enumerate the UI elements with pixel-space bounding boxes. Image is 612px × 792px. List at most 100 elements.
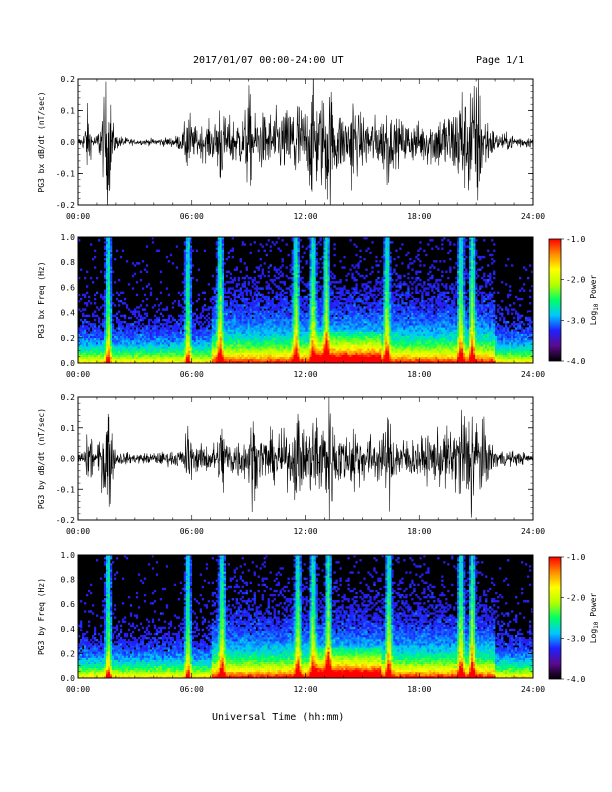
spectrogram-cell: [267, 318, 270, 322]
spectrogram-cell: [309, 258, 312, 261]
spectrogram-cell: [131, 331, 135, 334]
spectrogram-cell: [117, 346, 121, 349]
spectrogram-cell: [311, 354, 314, 357]
spectrogram-cell: [315, 354, 318, 357]
spectrogram-cell: [297, 337, 300, 341]
spectrogram-cell: [231, 318, 234, 322]
spectrogram-cell: [207, 312, 211, 315]
spectrogram-cell: [321, 310, 324, 313]
spectrogram-cell: [235, 327, 238, 330]
spectrogram-cell: [271, 346, 274, 349]
spectrogram-cell: [231, 308, 234, 311]
spectrogram-cell: [327, 310, 330, 313]
spectrogram-cell: [191, 276, 195, 280]
spectrogram-cell: [231, 342, 234, 345]
spectrogram-cell: [221, 272, 224, 276]
spectrogram-cell: [255, 342, 258, 345]
spectrogram-cell: [203, 308, 207, 311]
spectrogram-cell: [245, 350, 248, 353]
spectrogram-cell: [119, 354, 123, 357]
spectrogram-cell: [171, 339, 175, 343]
spectrogram-cell: [277, 306, 280, 309]
spectrogram-cell: [235, 356, 238, 360]
spectrogram-cell: [161, 350, 165, 353]
spectrogram-cell: [347, 297, 350, 301]
spectrogram-cell: [315, 335, 318, 339]
spectrogram-cell: [141, 337, 145, 341]
spectrogram-cell: [323, 281, 326, 284]
spectrogram-cell: [273, 312, 276, 315]
spectrogram-cell: [261, 314, 264, 318]
spectrogram-cell: [127, 316, 131, 320]
spectrogram-cell: [191, 337, 195, 341]
spectrogram-cell: [195, 333, 199, 336]
spectrogram-cell: [313, 279, 316, 282]
spectrogram-cell: [259, 358, 262, 362]
spectrogram-cell: [351, 327, 354, 330]
spectrogram-cell: [187, 297, 191, 301]
spectrogram-cell: [309, 297, 312, 301]
spectrogram-cell: [291, 287, 294, 290]
spectrogram-cell: [305, 354, 308, 357]
spectrogram-cell: [243, 329, 246, 332]
spectrogram-cell: [351, 331, 354, 334]
spectrogram-cell: [207, 348, 211, 351]
spectrogram-cell: [121, 346, 125, 349]
spectrogram-cell: [247, 331, 250, 334]
spectrogram-cell: [145, 331, 149, 334]
spectrogram-cell: [155, 297, 159, 301]
spectrogram-cell: [109, 249, 113, 252]
spectrogram-cell: [101, 354, 105, 357]
spectrogram-cell: [213, 344, 216, 347]
spectrogram-cell: [211, 306, 215, 309]
spectrogram-cell: [189, 331, 193, 334]
spectrogram-cell: [323, 255, 326, 259]
spectrogram-cell: [261, 360, 264, 363]
spectrogram-cell: [325, 270, 328, 273]
spectrogram-cell: [155, 356, 159, 360]
spectrogram-cell: [267, 348, 270, 351]
spectrogram-cell: [181, 350, 185, 353]
spectrogram-cell: [217, 358, 220, 362]
spectrogram-cell: [157, 318, 161, 322]
spectrogram-cell: [307, 358, 310, 362]
spectrogram-cell: [80, 329, 83, 332]
spectrogram-cell: [185, 281, 189, 284]
spectrogram-cell: [269, 352, 272, 355]
spectrogram-cell: [241, 335, 244, 339]
spectrogram-cell: [345, 297, 348, 301]
spectrogram-cell: [107, 331, 111, 334]
spectrogram-cell: [273, 283, 276, 286]
spectrogram-cell: [243, 354, 246, 357]
spectrogram-cell: [353, 346, 356, 349]
spectrogram-cell: [201, 291, 205, 294]
spectrogram-cell: [105, 360, 109, 363]
spectrogram-cell: [319, 276, 322, 280]
spectrogram-cell: [107, 360, 111, 363]
spectrogram-cell: [353, 316, 356, 320]
spectrogram-cell: [187, 274, 191, 278]
spectrogram-cell: [127, 352, 131, 355]
spectrogram-cell: [137, 306, 141, 309]
spectrogram-cell: [315, 327, 318, 330]
spectrogram-cell: [133, 350, 137, 353]
spectrogram-cell: [219, 264, 222, 267]
spectrogram-cell: [313, 344, 316, 347]
spectrogram-cell: [353, 279, 356, 282]
spectrogram-cell: [191, 318, 195, 322]
spectrogram-cell: [327, 279, 330, 282]
spectrogram-cell: [353, 325, 356, 328]
spectrogram-cell: [105, 337, 109, 341]
spectrogram-cell: [183, 287, 187, 290]
spectrogram-cell: [237, 304, 240, 307]
spectrogram-cell: [191, 314, 195, 318]
spectrogram-cell: [209, 337, 213, 341]
spectrogram-cell: [133, 335, 137, 339]
spectrogram-cell: [217, 329, 220, 332]
spectrogram-cell: [227, 337, 230, 341]
spectrogram-cell: [215, 329, 218, 332]
spectrogram-cell: [189, 266, 193, 269]
spectrogram-cell: [251, 358, 254, 362]
spectrogram-cell: [355, 297, 358, 301]
spectrogram-cell: [129, 342, 133, 345]
